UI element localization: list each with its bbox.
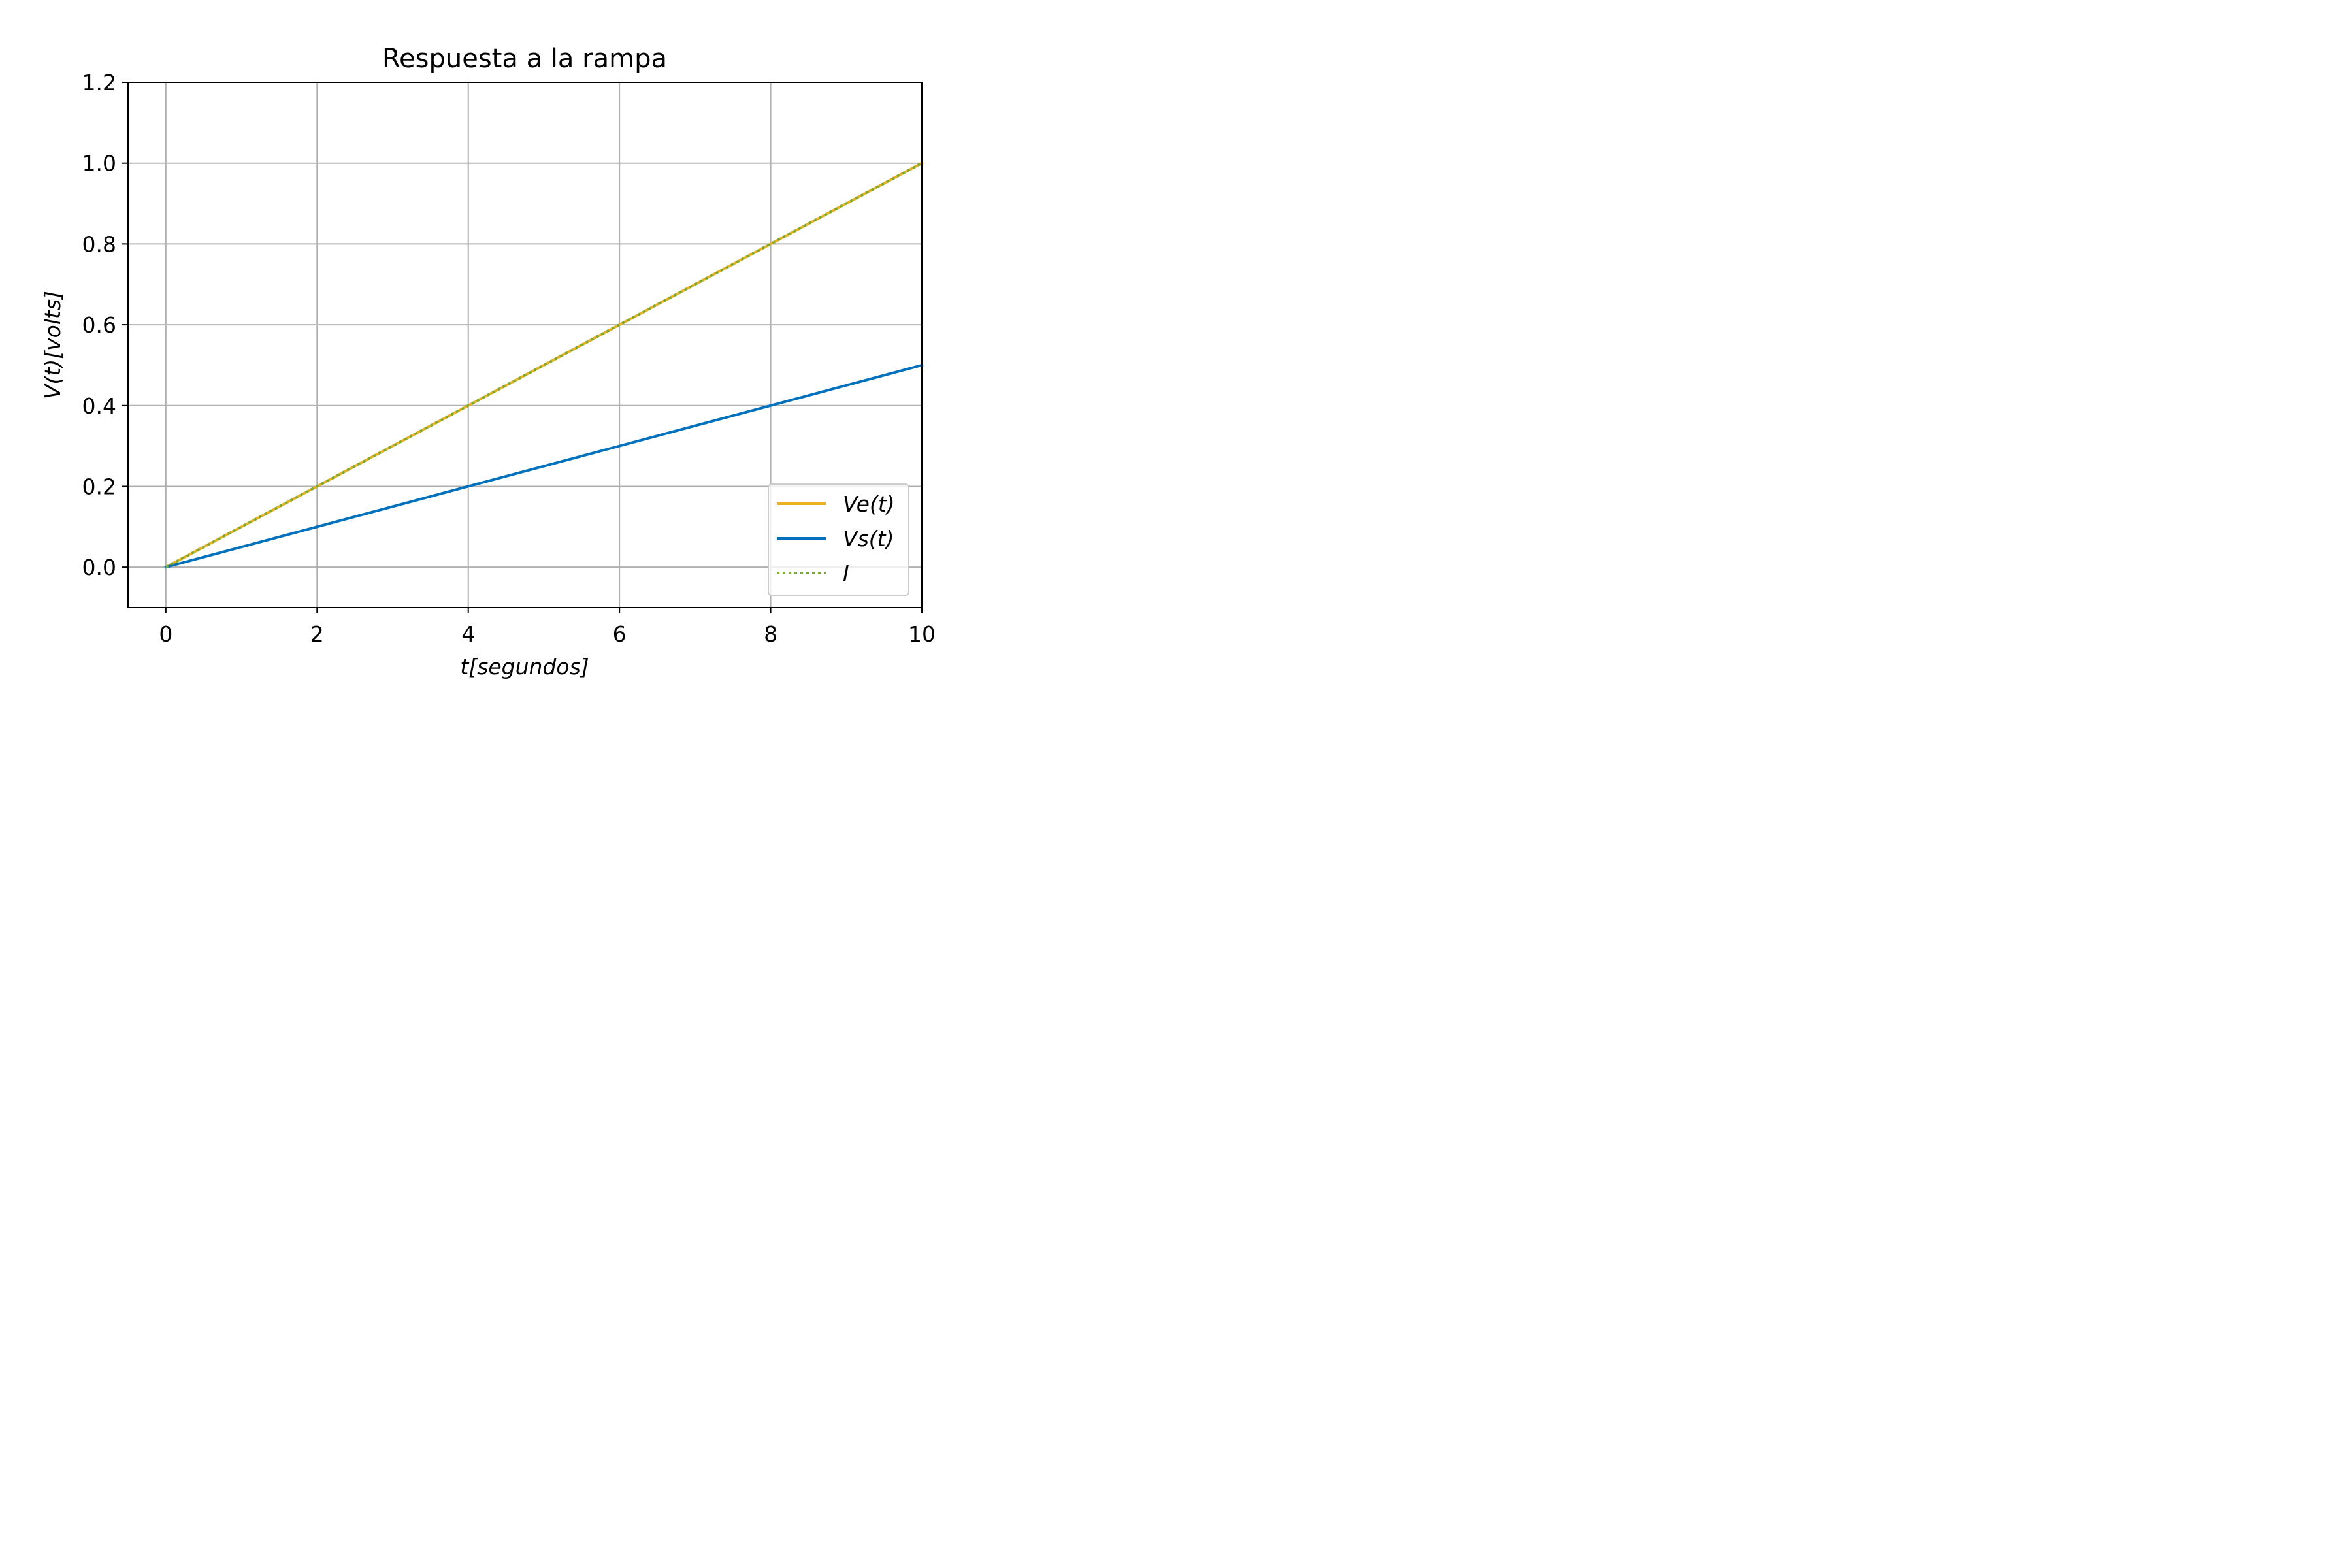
series-lines [164,161,924,569]
x-axis-label: t[segundos] [460,654,589,679]
series-line-vs-t [164,363,924,569]
x-tick-label: 4 [461,621,475,647]
x-tick-label: 0 [159,621,172,647]
y-tick-label: 0.8 [82,231,116,257]
y-tick-label: 0.4 [82,393,116,419]
x-axis-ticks: 0 2 4 6 8 10 [159,608,936,647]
x-tick-label: 8 [764,621,777,647]
x-tick-label: 2 [310,621,324,647]
legend: Ve(t) Vs(t) I [768,483,909,596]
ramp-response-chart: 0 2 4 6 8 10 0.0 0.2 0.4 0.6 0.8 1.0 1.2 Respuesta … [0,0,1010,686]
y-axis-label: V(t)[volts] [40,291,65,399]
y-tick-label: 1.2 [82,70,116,95]
x-tick-label: 6 [613,621,627,647]
legend-label: I [843,561,849,586]
series-line-i [165,161,923,568]
legend-label: Ve(t) [843,491,895,517]
plot-frame [127,82,923,608]
x-tick-label: 10 [908,621,936,647]
y-tick-label: 0.0 [82,555,116,580]
legend-label: Vs(t) [843,526,894,551]
legend-entries: Ve(t) Vs(t) I [777,491,895,586]
legend-box [768,483,909,596]
chart-title: Respuesta a la rampa [382,44,667,74]
y-tick-label: 1.0 [82,151,116,176]
y-tick-label: 0.2 [82,474,116,499]
y-tick-label: 0.6 [82,312,116,338]
y-axis-ticks: 0.0 0.2 0.4 0.6 0.8 1.0 1.2 [82,70,128,580]
